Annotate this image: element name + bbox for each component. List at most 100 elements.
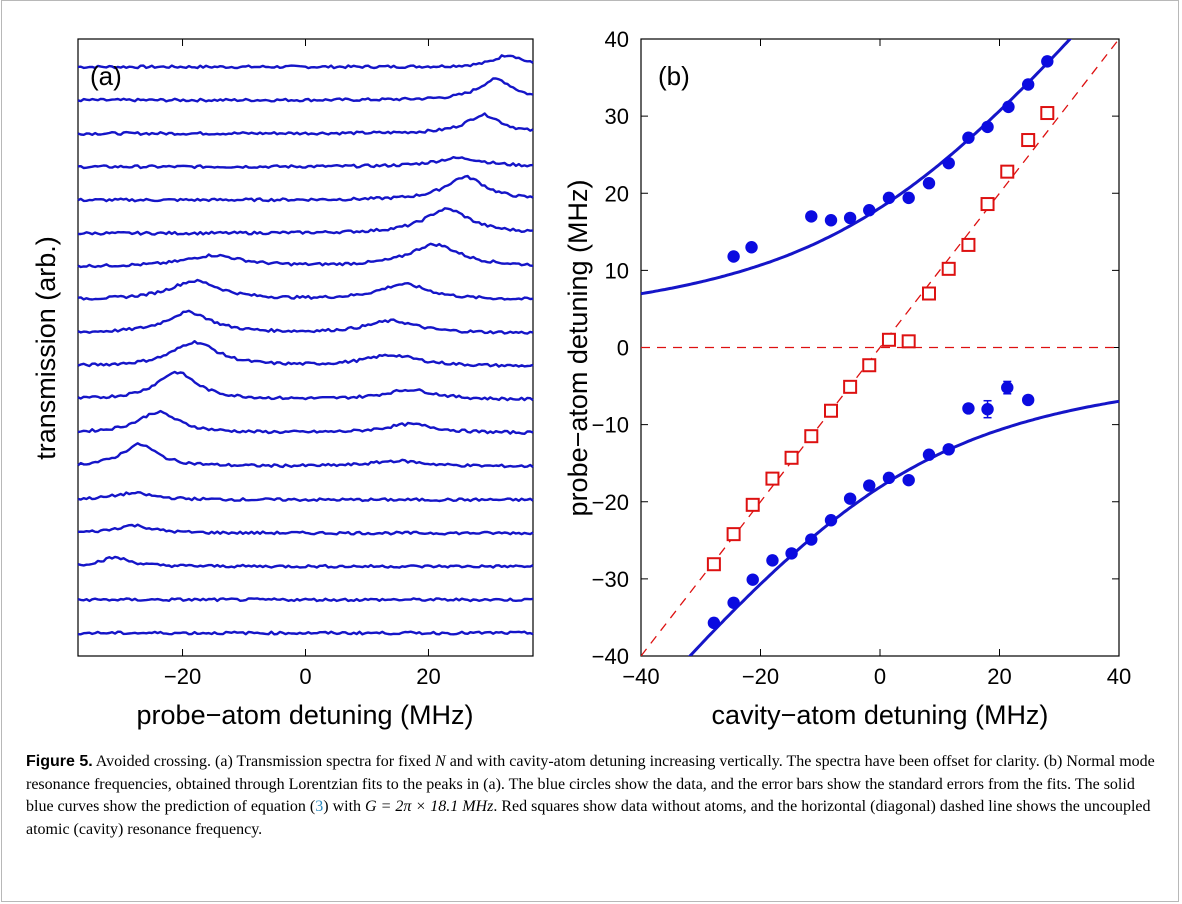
no-atom-data-square xyxy=(961,237,976,252)
spectrum-trace xyxy=(77,523,534,536)
y-tick-label: 0 xyxy=(617,336,629,361)
y-tick-label: 20 xyxy=(605,181,629,206)
no-atom-data-square xyxy=(1040,106,1055,121)
no-atom-data-square xyxy=(1021,133,1036,148)
spectrum-trace xyxy=(77,54,534,70)
normal-mode-data-circle xyxy=(882,471,896,485)
caption-variable-n: N xyxy=(435,753,446,770)
caption-text-3: ) with xyxy=(323,798,366,815)
normal-mode-data-circle xyxy=(922,448,936,461)
no-atom-data-square xyxy=(980,197,995,212)
normal-mode-data-circle xyxy=(727,250,740,263)
spectrum-trace xyxy=(77,597,534,603)
normal-mode-data-circle xyxy=(745,241,758,254)
no-atom-data-square xyxy=(745,497,760,512)
normal-mode-data-circle xyxy=(1002,100,1015,114)
normal-mode-data-circle xyxy=(942,156,955,170)
panel-a-traces xyxy=(77,54,534,636)
x-tick-label: −40 xyxy=(622,664,659,689)
normal-mode-data-circle xyxy=(1021,393,1035,407)
equation-reference-link[interactable]: 3 xyxy=(315,798,324,815)
no-atom-data-square xyxy=(706,557,721,572)
normal-mode-data-circle xyxy=(805,210,818,223)
normal-mode-data-circle xyxy=(843,492,857,505)
normal-mode-data-circle xyxy=(981,403,994,416)
no-atom-data-square xyxy=(804,429,819,444)
no-atom-data-square xyxy=(784,450,799,465)
normal-mode-data-circle xyxy=(824,514,838,527)
normal-mode-data-circle xyxy=(1021,78,1035,91)
normal-mode-data-circle xyxy=(942,443,955,456)
no-atom-data-square xyxy=(921,286,936,301)
y-tick-label: −30 xyxy=(592,567,629,592)
x-tick-label: 40 xyxy=(1107,664,1131,689)
no-atom-data-square xyxy=(726,527,741,542)
spectrum-trace xyxy=(77,242,534,269)
x-tick-label: −20 xyxy=(164,664,201,689)
normal-mode-data-circle xyxy=(882,191,896,205)
panel-b-ticks: −40 −20 0 20 40 −40 −30 −20 −10 0 10 20 30 40 xyxy=(592,27,1132,689)
spectrum-trace xyxy=(77,278,534,301)
normal-mode-data-circle xyxy=(922,177,936,190)
spectrum-trace xyxy=(77,112,534,136)
x-tick-label: 20 xyxy=(987,664,1011,689)
normal-mode-data-circle xyxy=(824,214,838,227)
x-tick-label: 20 xyxy=(416,664,440,689)
spectrum-trace xyxy=(77,442,534,469)
spectrum-trace xyxy=(77,491,534,503)
spectrum-trace xyxy=(77,555,534,569)
normal-mode-data-circle xyxy=(1041,55,1054,68)
spectrum-trace xyxy=(77,156,534,170)
figure-label: Figure 5. xyxy=(26,753,93,770)
y-tick-label: 10 xyxy=(605,258,629,283)
x-tick-label: 0 xyxy=(874,664,886,689)
normal-mode-data-circle xyxy=(785,547,798,560)
x-tick-label: 0 xyxy=(299,664,311,689)
normal-mode-data-circle xyxy=(1001,381,1014,394)
spectrum-trace xyxy=(77,340,534,368)
x-tick-label: −20 xyxy=(742,664,779,689)
caption-g-expression: G = 2π × 18.1 MHz xyxy=(365,798,494,815)
normal-mode-data-circle xyxy=(766,554,779,567)
normal-mode-data-circle xyxy=(902,473,915,487)
normal-mode-data-circle xyxy=(962,402,975,415)
normal-mode-data-circle xyxy=(843,211,857,225)
fit-curve-upper xyxy=(641,39,1073,296)
no-atom-data-square xyxy=(941,261,956,276)
spectrum-trace xyxy=(78,207,534,236)
normal-mode-data-circle xyxy=(863,204,876,217)
normal-mode-data-circle xyxy=(962,131,975,144)
panel-b-label: (b) xyxy=(658,61,690,91)
normal-mode-data-circle xyxy=(727,596,740,609)
spectrum-trace xyxy=(77,630,534,636)
no-atom-data-square xyxy=(862,358,877,373)
panel-b-plot-area xyxy=(641,39,1119,656)
caption-text-2: and with cavity-atom detuning increasing… xyxy=(26,753,1155,815)
panel-a-x-ticks: −20 0 20 xyxy=(164,39,441,689)
normal-mode-data-circle xyxy=(707,616,721,630)
panel-b: −40 −20 0 20 40 −40 −30 −20 −10 0 10 20 30 40 (b) cav… xyxy=(563,27,1132,730)
caption-text-4: . Red squares show data without atoms, a… xyxy=(26,798,1151,838)
panel-a: −20 0 20 (a) probe−atom detuning (MHz) tra… xyxy=(31,38,534,730)
no-atom-data-square xyxy=(843,379,858,394)
spectrum-trace xyxy=(77,370,534,402)
normal-mode-data-circle xyxy=(863,479,876,492)
panel-b-x-axis-label: cavity−atom detuning (MHz) xyxy=(712,700,1049,730)
panel-a-y-axis-label: transmission (arb.) xyxy=(31,236,61,460)
caption-text-1: Avoided crossing. (a) Transmission spect… xyxy=(92,753,436,770)
cavity-resonance-dashed-line xyxy=(641,39,1119,656)
no-atom-data-square xyxy=(901,334,916,349)
no-atom-data-square xyxy=(1000,164,1015,179)
normal-mode-data-circle xyxy=(981,120,994,134)
normal-mode-data-circle xyxy=(805,533,818,546)
figure-caption: Figure 5. Avoided crossing. (a) Transmis… xyxy=(26,751,1161,841)
fit-curve-lower xyxy=(687,399,1119,656)
no-atom-data-square xyxy=(824,403,839,418)
panel-b-y-axis-label: probe−atom detuning (MHz) xyxy=(563,180,593,517)
panel-a-x-axis-label: probe−atom detuning (MHz) xyxy=(137,700,474,730)
spectrum-trace xyxy=(77,309,534,335)
spectrum-trace xyxy=(77,174,534,203)
y-tick-label: 40 xyxy=(605,27,629,52)
y-tick-label: 30 xyxy=(605,104,629,129)
